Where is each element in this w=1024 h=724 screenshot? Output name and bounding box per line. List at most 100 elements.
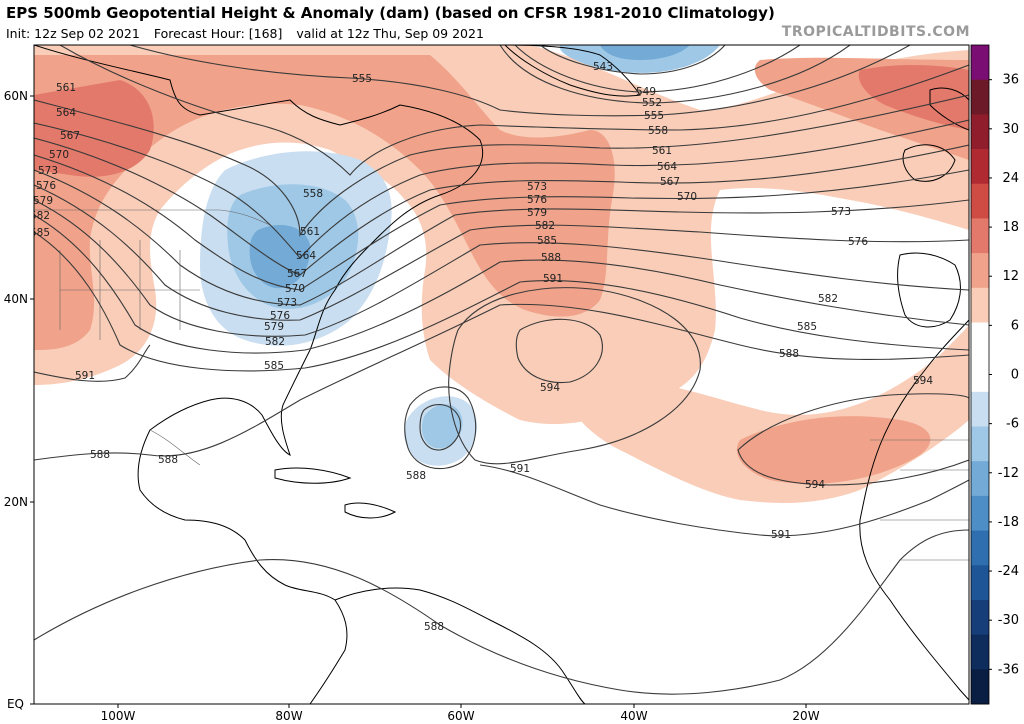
contour-label: 570 — [285, 283, 305, 295]
us-mexico-border — [149, 429, 201, 466]
contour-label: 558 — [303, 188, 323, 200]
colorbar-label: 24 — [1002, 171, 1019, 186]
colorbar-swatch — [971, 218, 989, 254]
contour-label: 579 — [527, 207, 547, 219]
valid-time: valid at 12z Thu, Sep 09 2021 — [296, 26, 484, 41]
contour-588-cutoff — [404, 386, 477, 470]
contour-label: 594 — [805, 479, 825, 491]
contour-588-south — [34, 529, 969, 695]
contour-label: 561 — [652, 145, 672, 157]
cuba — [274, 467, 352, 484]
latitude-axis: 60N 40N 20N EQ — [4, 89, 34, 711]
colorbar-labels: 36 30 24 18 12 6 0 -6 -12 -18 -24 -30 -36 — [989, 73, 1019, 677]
contour-label: 570 — [677, 191, 697, 203]
contour-label: 594 — [913, 375, 933, 387]
lat-label: EQ — [7, 697, 24, 711]
colorbar-label: 0 — [1011, 368, 1019, 383]
colorbar-label: 18 — [1002, 220, 1019, 235]
contour-label: 591 — [771, 529, 791, 541]
contour-591-west — [34, 344, 151, 382]
contour-558 — [59, 45, 969, 176]
colorbar-swatch — [971, 322, 989, 358]
contour-label: 591 — [75, 370, 95, 382]
contour-552 — [499, 45, 851, 104]
south-america-coast — [334, 587, 586, 704]
colorbar-swatch — [971, 391, 989, 428]
iberia — [897, 252, 961, 328]
colorbar-label: -12 — [998, 466, 1019, 481]
contour-label: 585 — [537, 235, 557, 247]
contour-label: 564 — [296, 250, 316, 262]
init-time: Init: 12z Sep 02 2021 — [6, 26, 140, 41]
hispaniola — [344, 502, 397, 519]
brand-watermark: TROPICALTIDBITS.COM — [781, 24, 970, 40]
contour-564 — [34, 119, 969, 259]
contour-579 — [34, 199, 969, 337]
map-frame — [33, 44, 970, 705]
contour-576 — [34, 184, 969, 321]
contour-label: 582 — [30, 210, 50, 222]
colorbar-swatch — [971, 634, 989, 670]
anomaly-plus6-africa — [736, 416, 931, 484]
contour-label: 588 — [779, 348, 799, 360]
contour-label: 555 — [644, 110, 664, 122]
contour-label: 567 — [660, 176, 680, 188]
colorbar-swatch — [971, 565, 989, 601]
contour-label: 588 — [406, 470, 426, 482]
contour-585-cutoff — [419, 404, 462, 451]
contour-label: 579 — [264, 321, 284, 333]
contour-573 — [34, 169, 969, 306]
state-borders — [59, 240, 200, 340]
contour-570 — [34, 154, 969, 291]
contour-591-south — [479, 464, 969, 537]
contour-label: 591 — [543, 273, 563, 285]
political-borders — [34, 209, 969, 561]
colorbar-swatch — [971, 669, 989, 705]
contour-label: 561 — [56, 82, 76, 94]
lon-label: 60W — [447, 709, 474, 723]
colorbar-label: -18 — [998, 515, 1019, 530]
african-borders — [870, 439, 969, 561]
contour-582 — [34, 214, 969, 354]
contour-594-high — [515, 318, 603, 384]
colorbar-label: 6 — [1011, 318, 1019, 333]
colorbar-swatch — [971, 149, 989, 185]
contour-588 — [34, 303, 969, 461]
contour-label: 552 — [642, 97, 662, 109]
contour-label: 564 — [56, 107, 76, 119]
longitude-axis: 100W 80W 60W 40W 20W — [101, 704, 820, 723]
colorbar-swatch — [971, 183, 989, 219]
colorbar-swatch — [971, 114, 989, 150]
colorbar-label: 36 — [1002, 73, 1019, 88]
contour-label: 582 — [535, 220, 555, 232]
lat-label: 40N — [4, 292, 28, 306]
contour-label: 573 — [277, 297, 297, 309]
contour-label: 549 — [636, 86, 656, 98]
contour-label: 573 — [527, 181, 547, 193]
contour-label: 576 — [527, 194, 547, 206]
contour-label: 585 — [264, 360, 284, 372]
colorbar-label: -30 — [998, 613, 1019, 628]
colorbar-swatch — [971, 599, 989, 636]
anomaly-minus9-greenland — [600, 45, 690, 60]
height-contours — [34, 45, 969, 695]
colorbar-swatch — [971, 461, 989, 497]
contour-555 — [129, 45, 911, 117]
contour-585 — [34, 231, 969, 372]
contour-label: 573 — [831, 206, 851, 218]
contour-591-high — [448, 287, 701, 465]
lon-label: 40W — [620, 709, 647, 723]
colorbar-swatch — [971, 45, 989, 81]
coastlines — [34, 45, 969, 704]
lon-label: 100W — [101, 709, 136, 723]
lat-label: 20N — [4, 495, 28, 509]
contour-label: 588 — [90, 449, 110, 461]
chart-subtitle: Init: 12z Sep 02 2021 Forecast Hour: [16… — [6, 26, 494, 41]
contour-label: 576 — [270, 310, 290, 322]
contour-label: 576 — [848, 236, 868, 248]
colorbar-label: -36 — [998, 662, 1019, 677]
contour-label: 543 — [593, 61, 613, 73]
forecast-hour: Forecast Hour: [168] — [153, 26, 283, 41]
colorbar-swatch — [971, 287, 989, 323]
